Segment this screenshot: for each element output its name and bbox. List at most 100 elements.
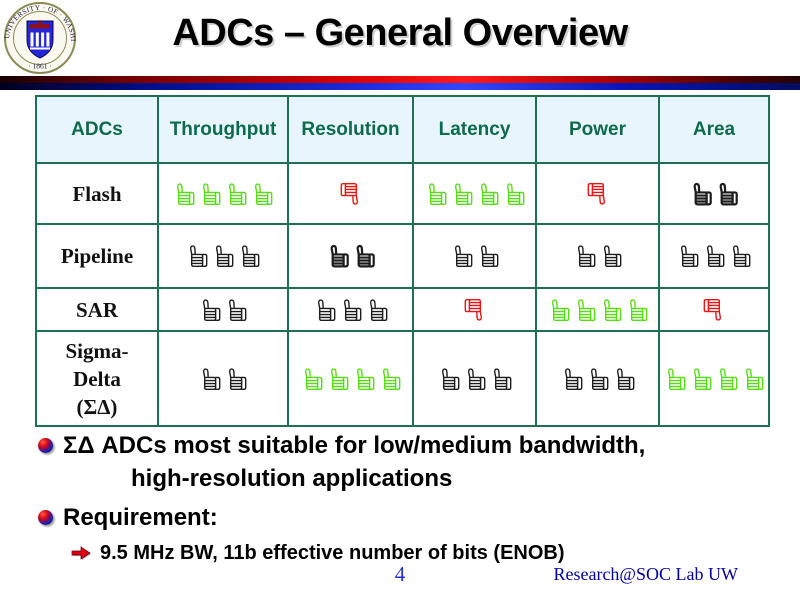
- cell-sar-latency: [412, 287, 537, 332]
- adc-table-container: ADCs Throughput Resolution Latency Power Area…: [35, 95, 770, 427]
- thumb-up-icon: [506, 182, 524, 205]
- col-header-resolution: Resolution: [287, 95, 414, 164]
- thumb-up-icon: [202, 182, 221, 205]
- bullet-item-0: ΣΔ ADCs most suitable for low/medium ban…: [36, 429, 781, 495]
- thumb-up-icon: [745, 367, 764, 390]
- thumb-up-icon: [382, 367, 400, 390]
- thumb-down-icon: [703, 298, 722, 321]
- sphere-bullet-icon: [38, 510, 53, 525]
- thumb-up-icon: [176, 182, 195, 205]
- thumb-up-icon: [564, 367, 582, 390]
- page-title: ADCs – General Overview: [172, 12, 628, 54]
- thumb-up-icon: [356, 244, 375, 268]
- cell-sar-resolution: [287, 287, 414, 332]
- thumb-up-icon: [706, 245, 725, 268]
- thumb-up-icon: [441, 367, 459, 390]
- thumb-up-icon: [693, 182, 712, 205]
- cell-flash-latency: [412, 162, 537, 225]
- thumb-up-icon: [428, 182, 446, 205]
- thumb-up-icon: [590, 367, 608, 390]
- cell-pipeline-area: [658, 223, 770, 289]
- thumb-up-icon: [228, 298, 247, 321]
- thumb-down-icon: [587, 182, 605, 205]
- thumb-down-icon: [464, 298, 482, 321]
- thumb-up-icon: [603, 298, 621, 321]
- col-header-latency: Latency: [412, 95, 537, 164]
- footer-credit: Research@SOC Lab UW: [553, 564, 738, 584]
- bullet-item-1: Requirement:: [36, 501, 781, 534]
- bullet-list: ΣΔ ADCs most suitable for low/medium ban…: [36, 429, 781, 566]
- thumb-up-icon: [189, 245, 208, 268]
- thumb-up-icon: [254, 182, 273, 205]
- thumb-up-icon: [551, 298, 569, 321]
- seal-icon: UNIVERSITY · OF · WASHINGTON · 1861 ·: [0, 0, 77, 74]
- thumb-up-icon: [228, 182, 247, 205]
- thumb-up-icon: [330, 244, 349, 268]
- thumb-up-icon: [454, 182, 472, 205]
- sphere-bullet-icon: [38, 438, 53, 453]
- divider-bar-red: [0, 76, 800, 83]
- thumb-up-icon: [693, 367, 712, 390]
- cell-sar-area: [658, 287, 770, 332]
- cell-sar-power: [535, 287, 660, 332]
- row-label-sigma-delta: Sigma- Delta (ΣΔ): [35, 330, 159, 427]
- col-header-power: Power: [535, 95, 660, 164]
- thumb-up-icon: [480, 182, 498, 205]
- cell-sar-throughput: [157, 287, 289, 332]
- bullet-text: ΣΔ ADCs most suitable for low/medium ban…: [63, 432, 646, 492]
- thumb-up-icon: [330, 367, 348, 390]
- thumb-up-icon: [732, 245, 751, 268]
- cell-sigma-delta-area: [658, 330, 770, 427]
- thumb-up-icon: [454, 245, 472, 268]
- cell-sigma-delta-power: [535, 330, 660, 427]
- thumb-up-icon: [369, 298, 387, 321]
- page-number: 4: [394, 562, 406, 586]
- thumb-up-icon: [467, 367, 485, 390]
- thumb-down-icon: [340, 182, 358, 205]
- row-label-flash: Flash: [35, 162, 159, 225]
- thumb-up-icon: [680, 245, 699, 268]
- thumb-up-icon: [202, 298, 221, 321]
- cell-pipeline-resolution: [287, 223, 414, 289]
- thumb-up-icon: [215, 245, 234, 268]
- table-row-sar: SAR: [35, 287, 770, 332]
- table-header-row: ADCs Throughput Resolution Latency Power Area: [35, 95, 770, 164]
- cell-flash-area: [658, 162, 770, 225]
- red-arrow-icon: [71, 546, 91, 560]
- row-label-sar: SAR: [35, 287, 159, 332]
- university-of-washington-seal-logo: UNIVERSITY · OF · WASHINGTON · 1861 ·: [0, 0, 80, 76]
- cell-flash-power: [535, 162, 660, 225]
- thumb-up-icon: [241, 245, 260, 268]
- thumb-up-icon: [343, 298, 361, 321]
- cell-sigma-delta-latency: [412, 330, 537, 427]
- seal-shield: [26, 19, 54, 59]
- thumb-up-icon: [493, 367, 511, 390]
- thumb-up-icon: [719, 367, 738, 390]
- col-header-area: Area: [658, 95, 770, 164]
- row-label-pipeline: Pipeline: [35, 223, 159, 289]
- cell-sigma-delta-throughput: [157, 330, 289, 427]
- thumb-up-icon: [667, 367, 686, 390]
- thumb-up-icon: [629, 298, 647, 321]
- table-row-pipeline: Pipeline: [35, 223, 770, 289]
- divider-bar-blue: [0, 83, 800, 90]
- table-row-flash: Flash: [35, 162, 770, 225]
- thumb-up-icon: [577, 298, 595, 321]
- thumb-up-icon: [480, 245, 498, 268]
- cell-pipeline-power: [535, 223, 660, 289]
- bullet-text: Requirement:: [63, 504, 218, 531]
- sub-bullet-text: 9.5 MHz BW, 11b effective number of bits…: [100, 542, 565, 564]
- adc-comparison-table: ADCs Throughput Resolution Latency Power Area…: [35, 95, 770, 427]
- thumb-up-icon: [228, 367, 247, 390]
- cell-flash-throughput: [157, 162, 289, 225]
- thumb-up-icon: [317, 298, 335, 321]
- cell-flash-resolution: [287, 162, 414, 225]
- thumb-up-icon: [616, 367, 634, 390]
- thumb-up-icon: [603, 245, 621, 268]
- thumb-up-icon: [577, 245, 595, 268]
- table-row-sigma-delta: Sigma- Delta (ΣΔ): [35, 330, 770, 427]
- cell-pipeline-latency: [412, 223, 537, 289]
- sub-bullet-item-2: 9.5 MHz BW, 11b effective number of bits…: [70, 540, 781, 566]
- thumb-up-icon: [356, 367, 374, 390]
